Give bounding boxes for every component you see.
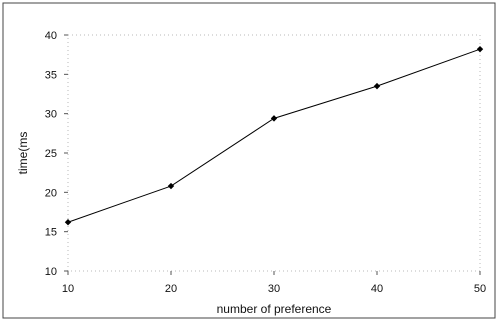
data-point-marker: [167, 182, 175, 190]
x-tick-label: 40: [371, 283, 383, 295]
y-tick-label: 25: [45, 148, 57, 160]
data-point-marker: [64, 219, 72, 226]
y-tick-label: 40: [45, 30, 57, 42]
x-tick-label: 20: [165, 283, 177, 295]
x-tick-label: 50: [474, 283, 486, 295]
data-point-marker: [476, 45, 484, 53]
data-point-marker: [373, 82, 381, 90]
y-tick-label: 30: [45, 109, 57, 121]
x-tick-label: 10: [62, 283, 74, 295]
x-tick-label: 30: [268, 283, 280, 295]
x-axis-title: number of preference: [217, 302, 332, 316]
figure-border: [2, 2, 496, 319]
y-axis-title: time(ms: [16, 132, 30, 175]
y-axis-ticks: 10 15 20 25 30 35 40: [45, 30, 68, 278]
y-tick-label: 20: [45, 187, 57, 199]
y-tick-label: 10: [45, 266, 57, 278]
data-point-marker: [270, 115, 278, 122]
y-tick-label: 15: [45, 227, 57, 239]
x-axis-ticks: 10 20 30 40 50: [62, 271, 486, 295]
y-tick-label: 35: [45, 69, 57, 81]
series-group: [64, 45, 484, 226]
